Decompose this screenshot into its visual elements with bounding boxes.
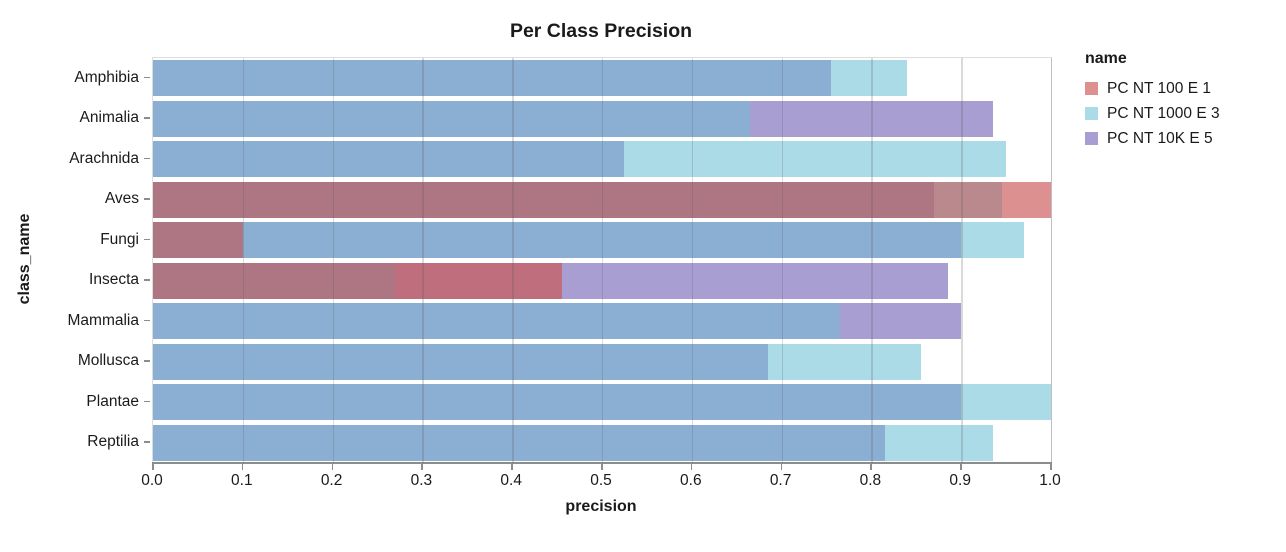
x-tick (1050, 464, 1052, 470)
bar-segment-aves-s100+s1000 (934, 181, 1002, 218)
x-tick (601, 464, 603, 470)
bar-segment-animalia-s1000+s10k (153, 100, 751, 137)
legend-entry-s10k: PC NT 10K E 5 (1085, 126, 1220, 151)
gridline (512, 58, 514, 463)
x-tick-label: 0.9 (949, 472, 971, 489)
y-tick-label-plantae: Plantae (86, 392, 139, 410)
y-tick-label-amphibia: Amphibia (74, 68, 139, 86)
x-axis-line (152, 462, 1052, 464)
x-tick (152, 464, 154, 470)
bar-segment-arachnida-s1000 (624, 141, 1007, 178)
legend-entry-s100: PC NT 100 E 1 (1085, 76, 1220, 101)
gridline (871, 58, 873, 463)
x-tick-label: 0.3 (410, 472, 433, 489)
bar-segment-plantae-s1000 (961, 384, 1051, 421)
legend-label-s100: PC NT 100 E 1 (1107, 79, 1211, 97)
bar-segment-insecta-s100+s1000+s10k (153, 262, 396, 299)
x-tick-label: 0.6 (680, 472, 702, 489)
x-tick-label: 0.1 (231, 472, 253, 489)
bar-segment-reptilia-s1000 (884, 424, 993, 461)
x-tick-label: 0.5 (590, 472, 612, 489)
bar-segment-aves-s100 (1001, 181, 1051, 218)
y-tick (144, 117, 150, 119)
x-tick (331, 464, 334, 470)
y-tick (144, 157, 150, 159)
bar-segment-mollusca-s1000+s10k (153, 343, 769, 380)
legend-entries: PC NT 100 E 1 PC NT 1000 E 3 PC NT 10K E 5 (1085, 76, 1220, 151)
x-axis-title: precision (565, 498, 637, 515)
x-tick-label: 0.7 (769, 472, 792, 489)
bar-segment-amphibia-s1000+s10k (153, 60, 831, 97)
x-tick (960, 464, 962, 470)
y-tick-label-mammalia: Mammalia (67, 311, 139, 329)
legend: name PC NT 100 E 1 PC NT 1000 E 3 PC NT 10… (1085, 50, 1220, 151)
bar-segment-arachnida-s1000+s10k (153, 141, 625, 178)
legend-label-s10k: PC NT 10K E 5 (1107, 129, 1213, 147)
y-tick (144, 238, 150, 240)
gridline (422, 58, 424, 463)
legend-title: name (1085, 50, 1127, 67)
y-tick-label-reptilia: Reptilia (87, 433, 139, 451)
plot-area (152, 57, 1053, 463)
gridline (961, 58, 963, 463)
bar-segment-plantae-s1000+s10k (153, 384, 962, 421)
x-tick-label: 0.2 (320, 472, 343, 489)
bar-segment-fungi-s100+s1000+s10k (153, 222, 243, 259)
y-tick (144, 360, 150, 362)
bar-segment-mammalia-s1000+s10k (153, 303, 840, 340)
y-tick-label-aves: Aves (104, 190, 139, 208)
x-tick (690, 464, 693, 470)
bar-segment-insecta-s10k (561, 262, 948, 299)
legend-swatch-s1000 (1085, 107, 1098, 120)
gridline (242, 58, 245, 463)
legend-label-s1000: PC NT 1000 E 3 (1107, 104, 1220, 122)
y-tick-label-arachnida: Arachnida (69, 149, 139, 167)
y-tick (144, 76, 150, 78)
x-tick (421, 464, 423, 470)
x-tick-label: 1.0 (1039, 472, 1061, 489)
x-tick-label: 0.8 (859, 472, 882, 489)
y-tick (144, 441, 150, 443)
gridline (332, 58, 334, 463)
legend-swatch-s10k (1085, 132, 1098, 145)
bar-segment-aves-s100+s1000+s10k (153, 181, 935, 218)
chart-title: Per Class Precision (509, 20, 693, 42)
bar-segment-animalia-s10k (750, 100, 993, 137)
x-tick (780, 464, 783, 470)
legend-entry-s1000: PC NT 1000 E 3 (1085, 101, 1220, 126)
bar-segment-reptilia-s1000+s10k (153, 424, 885, 461)
y-tick (144, 198, 150, 200)
y-tick (144, 279, 150, 281)
gridline (1051, 58, 1053, 463)
bar-segment-amphibia-s1000 (830, 60, 908, 97)
y-tick-label-fungi: Fungi (100, 230, 139, 248)
gridline (781, 58, 783, 463)
x-tick (241, 464, 244, 470)
bar-segment-mammalia-s10k (839, 303, 962, 340)
y-tick (144, 319, 150, 321)
y-tick (144, 400, 150, 402)
bar-segment-insecta-s100+s10k (395, 262, 562, 299)
gridline (691, 58, 694, 463)
y-tick-label-insecta: Insecta (89, 271, 139, 289)
y-tick-label-mollusca: Mollusca (77, 352, 139, 370)
x-tick-label: 0.4 (500, 472, 522, 489)
x-tick (870, 464, 872, 470)
gridline (602, 58, 604, 463)
y-axis-title: class_name (16, 213, 33, 305)
y-tick-label-animalia: Animalia (79, 109, 139, 127)
bar-segment-fungi-s1000 (961, 222, 1025, 259)
bar-segment-mollusca-s1000 (768, 343, 921, 380)
x-tick-label: 0.0 (141, 472, 163, 489)
x-tick (511, 464, 513, 470)
bar-segment-fungi-s1000+s10k (242, 222, 962, 259)
legend-swatch-s100 (1085, 82, 1098, 95)
